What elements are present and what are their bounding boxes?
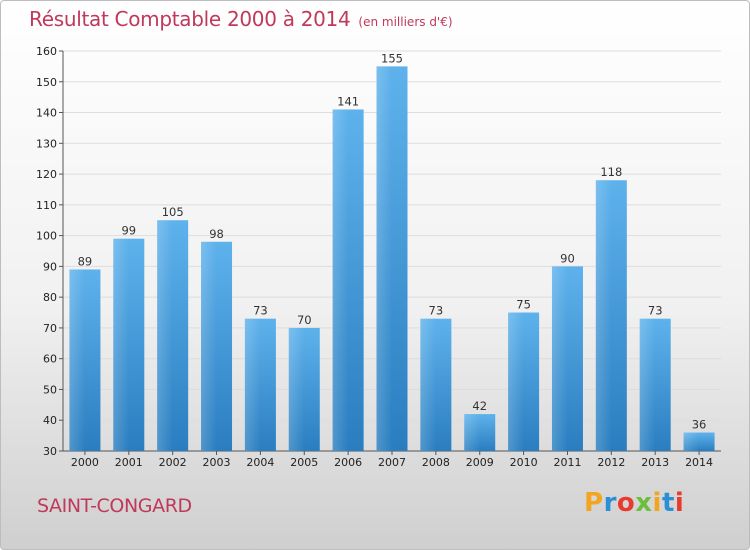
y-tick-label: 90	[43, 260, 57, 273]
x-tick-label: 2001	[115, 456, 143, 469]
data-label: 141	[337, 94, 359, 108]
bar-highlight	[420, 318, 436, 451]
logo-letter: i	[652, 488, 662, 518]
logo-letter: x	[635, 488, 653, 518]
data-label: 73	[429, 304, 444, 318]
y-tick-label: 30	[43, 445, 57, 458]
y-tick-label: 120	[36, 168, 57, 181]
logo-letter: t	[661, 488, 675, 518]
x-tick-label: 2008	[422, 456, 450, 469]
unit-label: (en milliers d'€)	[358, 15, 453, 29]
commune-name: SAINT-CONGARD	[37, 495, 192, 517]
data-label: 36	[692, 418, 707, 432]
y-tick-label: 130	[36, 137, 57, 150]
data-label: 105	[162, 205, 184, 219]
bar-highlight	[113, 238, 129, 451]
bar-highlight	[639, 318, 656, 451]
y-tick-label: 70	[43, 322, 57, 335]
bar-highlight	[201, 241, 217, 451]
bar-highlight	[683, 432, 700, 451]
bar-highlight	[288, 327, 305, 451]
x-tick-label: 2009	[466, 456, 494, 469]
y-tick-label: 80	[43, 291, 57, 304]
data-label: 75	[516, 298, 531, 312]
x-tick-label: 2011	[553, 456, 581, 469]
x-tick-label: 2007	[378, 456, 406, 469]
y-tick-label: 60	[43, 353, 57, 366]
y-tick-label: 140	[36, 107, 57, 120]
data-label: 90	[560, 251, 575, 265]
data-label: 89	[78, 254, 93, 268]
y-tick-label: 110	[36, 199, 57, 212]
x-tick-label: 2014	[685, 456, 713, 469]
bar-highlight	[69, 269, 85, 451]
data-label: 155	[381, 51, 403, 65]
bars: 89 99 105 98 73 70 141 155 73 42 75 90 118 73 36	[69, 51, 715, 451]
x-tick-label: 2003	[203, 456, 231, 469]
data-label: 42	[472, 399, 487, 413]
bar-highlight	[595, 180, 612, 451]
logo-letter: r	[603, 488, 617, 518]
bar-highlight	[244, 318, 261, 451]
x-tick-label: 2004	[246, 456, 274, 469]
bar-highlight	[332, 109, 349, 451]
axes: 30 40 50 60 70 80 90 100 110 120 130 140 150 160 2000 2…	[36, 45, 721, 469]
x-tick-label: 2012	[597, 456, 625, 469]
y-tick-label: 150	[36, 76, 57, 89]
y-tick-label: 40	[43, 414, 57, 427]
y-tick-label: 50	[43, 383, 57, 396]
data-label: 70	[297, 313, 312, 327]
x-tick-label: 2005	[290, 456, 318, 469]
data-label: 73	[253, 304, 268, 318]
y-tick-label: 100	[36, 230, 57, 243]
logo-letter: P	[584, 488, 604, 518]
title-text: Résultat Comptable 2000 à 2014	[29, 7, 351, 31]
proxiti-logo: Proxiti	[584, 488, 684, 518]
bar-highlight	[508, 312, 524, 451]
bar-highlight	[551, 266, 568, 451]
bar-highlight	[376, 66, 392, 451]
x-tick-label: 2002	[159, 456, 187, 469]
data-label: 98	[209, 227, 224, 241]
chart-title: Résultat Comptable 2000 à 2014 (en millie…	[29, 7, 453, 31]
bar-highlight	[464, 414, 480, 451]
x-tick-label: 2000	[71, 456, 99, 469]
data-label: 118	[600, 165, 622, 179]
x-tick-label: 2006	[334, 456, 362, 469]
data-label: 99	[121, 224, 136, 238]
y-tick-label: 160	[36, 45, 57, 58]
logo-letter: i	[674, 488, 685, 518]
bar-highlight	[157, 220, 173, 451]
data-label: 73	[648, 304, 663, 318]
logo-letter: o	[616, 488, 636, 518]
x-tick-label: 2010	[510, 456, 538, 469]
x-tick-label: 2013	[641, 456, 669, 469]
